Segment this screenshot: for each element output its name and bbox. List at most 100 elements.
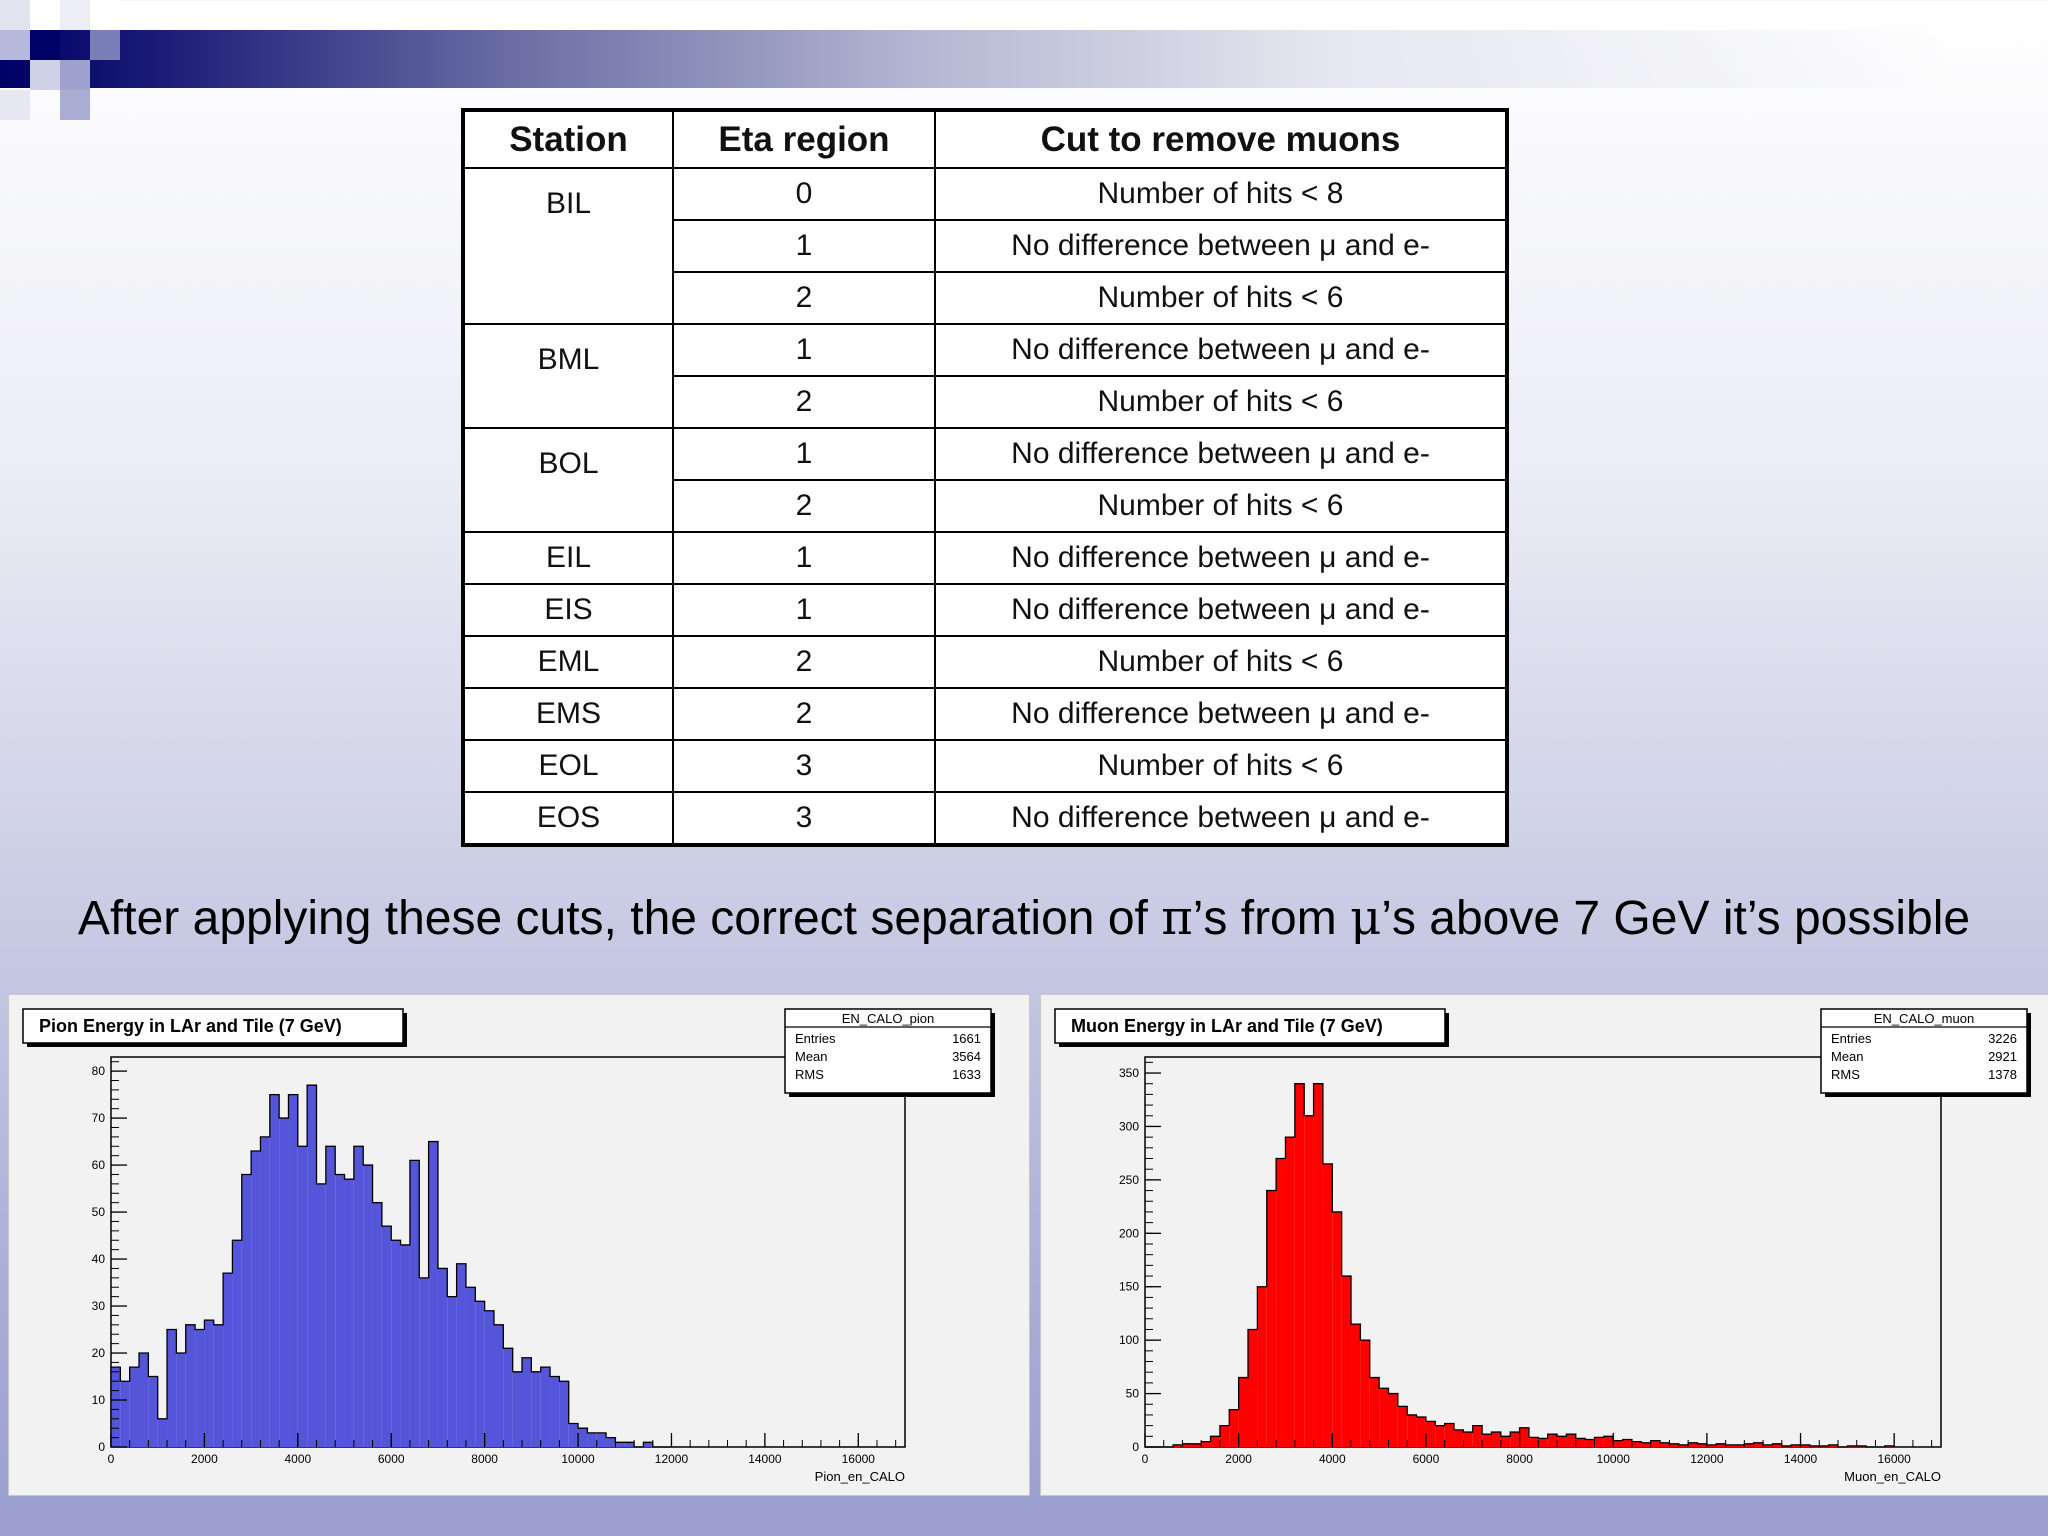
cut-cell: No difference between μ and e- [934, 219, 1508, 273]
histogram-bar [381, 1226, 392, 1447]
cut-cell: No difference between μ and e- [934, 323, 1508, 377]
table-row: 2 Number of hits < 6 [463, 375, 1508, 429]
histogram-bar [391, 1240, 401, 1447]
histogram-bar [279, 1118, 289, 1447]
histogram-bar [1650, 1440, 1661, 1447]
stats-value: 3564 [952, 1049, 981, 1064]
histogram-bar [465, 1287, 476, 1447]
muon-energy-histogram-panel: 0 50 100 150 200 250 300 350 0 2000 4000 6000 8000 10… [1040, 994, 2048, 1496]
x-tick-label: 6000 [378, 1452, 405, 1466]
chart-title: Muon Energy in LAr and Tile (7 GeV) [1071, 1016, 1383, 1036]
stats-label: RMS [1831, 1067, 1860, 1082]
histogram-bar [428, 1141, 438, 1447]
table-row: 2 Number of hits < 6 [463, 479, 1508, 533]
x-tick-label: 12000 [1690, 1452, 1724, 1466]
histogram-bar [167, 1329, 177, 1447]
histogram-bar [493, 1324, 504, 1447]
histogram-bar [241, 1174, 252, 1447]
histogram-bar [1229, 1409, 1239, 1447]
histogram-bar [1613, 1440, 1623, 1447]
station-cell: EML [462, 635, 674, 689]
station-cell: BML [462, 323, 674, 429]
table-row: EOS 3 No difference between μ and e- [462, 791, 1508, 846]
x-axis-title: Muon_en_CALO [1844, 1469, 1941, 1484]
histogram-bar [1697, 1443, 1707, 1447]
stats-value: 2921 [1988, 1049, 2017, 1064]
histogram-bar [456, 1263, 466, 1447]
eta-region-cell: 3 [672, 739, 936, 793]
histogram-bar [568, 1423, 579, 1447]
muon-energy-histogram: 0 50 100 150 200 250 300 350 0 2000 4000 6000 8000 10… [1054, 1008, 2031, 1484]
histogram-bar [1482, 1434, 1492, 1447]
stats-label: RMS [795, 1067, 824, 1082]
histogram-bar [1276, 1158, 1286, 1447]
histogram-bar [120, 1381, 130, 1447]
x-tick-label: 4000 [1319, 1452, 1346, 1466]
histogram-bar [129, 1367, 140, 1447]
station-cell: EMS [462, 687, 674, 741]
cut-cell: No difference between μ and e- [934, 427, 1508, 481]
station-cell: EOS [462, 791, 674, 846]
histogram-bar [1454, 1429, 1464, 1447]
histogram-bar [353, 1146, 364, 1447]
histogram-bar [335, 1174, 345, 1447]
histogram-bar [1603, 1436, 1614, 1447]
histogram-bar [512, 1371, 523, 1447]
histogram-bar [1191, 1443, 1202, 1447]
table-row: 1 No difference between μ and e- [463, 219, 1508, 273]
x-tick-label: 12000 [655, 1452, 689, 1466]
histogram-bar [1416, 1417, 1426, 1447]
histogram-bar [475, 1301, 485, 1447]
stats-value: 3226 [1988, 1031, 2017, 1046]
histogram-bar [1379, 1388, 1389, 1447]
histogram-bar [1173, 1444, 1183, 1447]
table-row: EIS 1 No difference between μ and e- [462, 583, 1508, 637]
pion-energy-histogram-panel: 0 10 20 30 40 50 60 70 80 0 2000 4000 6000 8000 10000 1… [8, 994, 1030, 1496]
header-station: Station [462, 109, 674, 169]
stats-value: 1633 [952, 1067, 981, 1082]
header-cut: Cut to remove muons [934, 109, 1508, 169]
histogram-bar [522, 1357, 532, 1447]
cut-cell: No difference between μ and e- [934, 791, 1508, 846]
histogram-bar [643, 1442, 653, 1447]
histogram-bar [1182, 1443, 1192, 1447]
histogram-bar [139, 1353, 149, 1447]
y-tick-label: 150 [1119, 1280, 1139, 1294]
histogram-bar [540, 1367, 551, 1447]
histogram-bar [1266, 1190, 1277, 1447]
histogram-bar [1332, 1211, 1342, 1447]
histogram-bar [1388, 1393, 1398, 1447]
y-tick-label: 80 [92, 1064, 106, 1078]
histogram-bar [624, 1442, 635, 1447]
cut-cell: Number of hits < 6 [934, 635, 1508, 689]
cut-cell: No difference between μ and e- [934, 583, 1508, 637]
histogram-bar [1500, 1436, 1511, 1447]
eta-region-cell: 2 [672, 375, 936, 429]
cut-cell: No difference between μ and e- [934, 531, 1508, 585]
histogram-bar [232, 1240, 242, 1447]
histogram-bar [1313, 1083, 1323, 1447]
histogram-bar [503, 1348, 513, 1447]
histogram-bar [1557, 1436, 1567, 1447]
table-row: 2 Number of hits < 6 [463, 271, 1508, 325]
histogram-bar [316, 1183, 326, 1447]
histogram-bar [1322, 1163, 1333, 1447]
stats-name: EN_CALO_pion [842, 1011, 935, 1026]
station-cell: EIS [462, 583, 674, 637]
histogram-bar [1631, 1441, 1642, 1447]
histogram-outline [1145, 1083, 1895, 1448]
histogram-bar [1201, 1441, 1211, 1447]
stats-name: EN_CALO_muon [1874, 1011, 1974, 1026]
stats-label: Entries [1831, 1031, 1872, 1046]
histogram-bar [1688, 1442, 1698, 1447]
histogram-bar [251, 1150, 261, 1447]
histogram-bar [1407, 1414, 1417, 1447]
histogram-bar [1800, 1444, 1810, 1447]
stats-label: Mean [1831, 1049, 1864, 1064]
histogram-bar [1463, 1432, 1473, 1447]
histogram-bar [1369, 1377, 1380, 1447]
histogram-bar [1641, 1442, 1651, 1447]
table-row: BOL 1 No difference between μ and e- [462, 427, 1508, 533]
histogram-bar [1519, 1427, 1529, 1447]
x-tick-label: 2000 [191, 1452, 218, 1466]
